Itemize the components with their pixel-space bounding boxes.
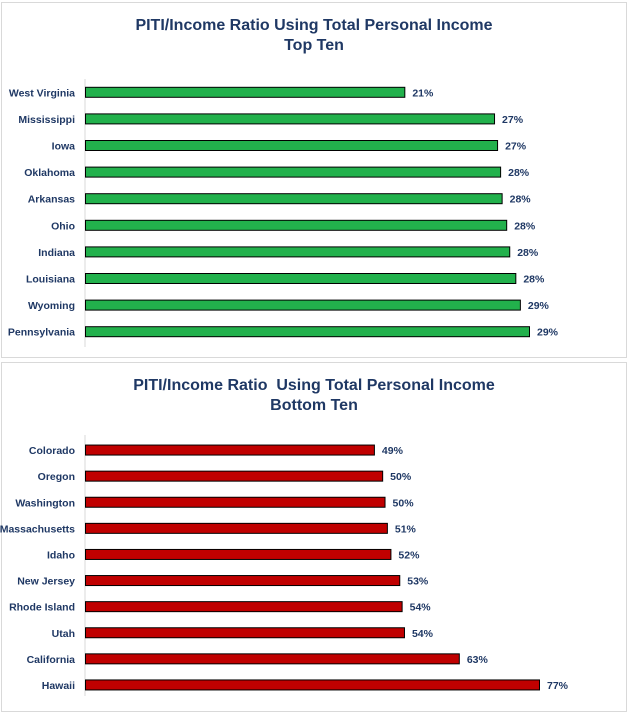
category-label: Utah (52, 628, 75, 640)
bar (85, 246, 511, 258)
bar (85, 470, 384, 482)
bar (85, 679, 540, 691)
category-label: Oklahoma (24, 167, 75, 179)
bar (85, 653, 460, 665)
data-label: 27% (502, 114, 524, 126)
data-label: 50% (393, 497, 415, 509)
data-label: 52% (398, 549, 420, 561)
category-label: Washington (15, 497, 75, 509)
category-label: West Virginia (9, 87, 75, 99)
category-label: Rhode Island (9, 602, 75, 614)
data-label: 29% (537, 327, 559, 339)
chart-title-bottom-ten: PITI/Income Ratio Using Total Personal I… (2, 376, 626, 416)
bar (85, 627, 405, 639)
data-label: 54% (412, 628, 434, 640)
category-label: Indiana (38, 247, 75, 259)
category-label: Mississippi (18, 114, 75, 126)
data-label: 53% (407, 576, 429, 588)
bar (85, 326, 530, 338)
bar (85, 299, 521, 311)
data-label: 29% (528, 300, 550, 312)
category-label: Massachusetts (0, 523, 75, 535)
category-label: Arkansas (28, 194, 75, 206)
bar (85, 496, 386, 508)
category-label: Louisiana (26, 274, 75, 286)
chart-title: PITI/Income Ratio Using Total Personal I… (135, 17, 493, 34)
data-label: 63% (467, 654, 489, 666)
data-label: 49% (382, 445, 404, 457)
chart-subtitle: Bottom Ten (270, 397, 358, 414)
category-label: Oregon (38, 471, 75, 483)
data-label: 21% (412, 87, 434, 99)
bar (85, 193, 503, 205)
data-label: 27% (505, 141, 527, 153)
bar-chart-top-ten: West Virginia 21% Mississippi 27% Iowa 27% Okl… (8, 79, 559, 347)
category-label: Hawaii (42, 680, 75, 692)
category-label: New Jersey (17, 576, 75, 588)
data-label: 51% (395, 523, 417, 535)
data-label: 54% (410, 602, 432, 614)
bar (85, 140, 499, 151)
category-label: Pennsylvania (8, 327, 75, 339)
data-label: 28% (514, 220, 536, 232)
bar (85, 113, 496, 125)
bar (85, 601, 403, 613)
data-label: 28% (517, 247, 539, 259)
category-label: Wyoming (28, 300, 75, 312)
category-label: Iowa (52, 141, 75, 153)
bar (85, 219, 508, 231)
bar (85, 522, 388, 534)
bar (85, 444, 375, 456)
bar (85, 86, 406, 98)
data-label: 28% (510, 194, 532, 206)
bar (85, 166, 502, 178)
data-label: 77% (547, 680, 569, 692)
chart-panel-bottom-ten: PITI/Income Ratio Using Total Personal I… (0, 362, 627, 712)
bar-chart-bottom-ten: Colorado 49% Oregon 50% Washington 50% Massach… (0, 435, 569, 696)
chart-panel-top-ten: PITI/Income Ratio Using Total Personal I… (1, 2, 627, 358)
data-label: 28% (508, 167, 530, 179)
category-label: Ohio (51, 220, 75, 232)
chart-title-top-ten: PITI/Income Ratio Using Total Personal I… (2, 16, 626, 56)
category-label: Colorado (29, 445, 75, 457)
chart-title: PITI/Income Ratio Using Total Personal I… (133, 377, 495, 394)
data-label: 50% (390, 471, 412, 483)
data-label: 28% (523, 274, 545, 286)
bar (85, 575, 401, 587)
category-label: California (27, 654, 76, 666)
chart-subtitle: Top Ten (284, 37, 344, 54)
bar (85, 548, 392, 560)
bar (85, 273, 517, 284)
category-label: Idaho (47, 549, 75, 561)
